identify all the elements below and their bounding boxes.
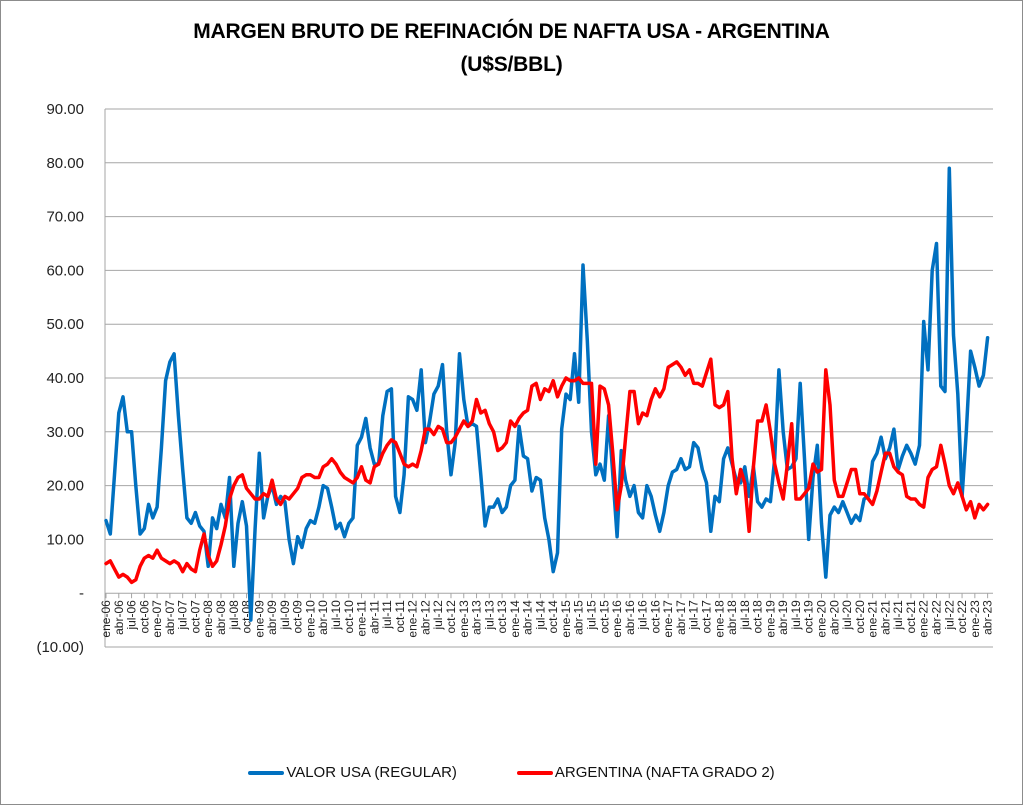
x-tick-label: oct-15 [597,600,611,634]
x-tick-label: jul-17 [687,600,701,631]
x-tick-label: jul-12 [431,600,445,631]
x-tick-label: jul-08 [227,600,241,631]
x-tick-label: jul-16 [636,600,650,631]
x-tick-label: ene-11 [355,600,369,637]
x-tick-label: abr-18 [725,600,739,635]
x-tick-label: ene-19 [763,600,777,638]
chart-subtitle: (U$S/BBL) [460,53,563,76]
chart-title: MARGEN BRUTO DE REFINACIÓN DE NAFTA USA … [193,20,830,43]
legend-label-usa: VALOR USA (REGULAR) [286,764,457,781]
legend-swatch-usa [248,770,285,775]
x-tick-label: abr-06 [112,600,126,635]
x-tick-label: jul-15 [585,600,599,631]
x-tick-label: oct-22 [955,600,969,634]
x-tick-label: jul-14 [533,600,547,631]
x-tick-label: ene-17 [661,600,675,638]
x-tick-label: abr-20 [827,600,841,635]
x-tick-label: abr-09 [265,600,279,635]
x-tick-label: oct-14 [546,600,560,634]
x-tick-label: oct-06 [137,600,151,634]
x-tick-label: abr-21 [878,600,892,635]
x-tick-label: oct-18 [751,600,765,634]
x-tick-label: jul-10 [329,600,343,631]
x-tick-label: jul-06 [125,600,139,631]
series-line-usa [104,166,990,622]
x-tick-label: abr-14 [521,600,535,635]
series-lines [104,166,990,622]
x-tick-label: jul-18 [738,600,752,631]
x-tick-label: abr-13 [470,600,484,635]
y-tick-label: 30.00 [46,424,84,441]
x-tick-label: ene-20 [815,600,829,638]
x-tick-label: ene-13 [457,600,471,638]
x-tick-label: ene-23 [968,600,982,638]
legend-item-argentina: ARGENTINA (NAFTA GRADO 2) [516,764,775,781]
x-tick-label: oct-09 [291,600,305,634]
x-tick-label: abr-16 [623,600,637,635]
x-tick-label: ene-06 [99,600,113,638]
x-tick-label: ene-10 [303,600,317,638]
x-tick-label: abr-11 [367,600,381,634]
x-tick-label: jul-07 [176,600,190,631]
x-tick-label: oct-10 [342,600,356,634]
x-tick-label: abr-10 [316,600,330,635]
legend-item-usa: VALOR USA (REGULAR) [248,764,457,781]
y-tick-label: 80.00 [46,155,84,172]
legend: VALOR USA (REGULAR) ARGENTINA (NAFTA GRA… [0,764,1023,781]
x-tick-label: abr-17 [674,600,688,635]
x-tick-label: ene-08 [201,600,215,638]
x-tick-label: ene-18 [712,600,726,638]
x-tick-label: jul-22 [942,600,956,631]
x-tick-label: abr-08 [214,600,228,635]
x-tick-label: jul-20 [840,600,854,631]
y-tick-label: - [79,585,84,602]
x-tick-label: oct-19 [802,600,816,634]
x-tick-label: abr-22 [930,600,944,635]
y-tick-label: (10.00) [36,639,84,656]
legend-label-argentina: ARGENTINA (NAFTA GRADO 2) [554,764,775,781]
x-tick-label: jul-21 [891,600,905,631]
y-tick-label: 90.00 [46,101,84,118]
y-tick-label: 10.00 [46,531,84,548]
x-tick-label: ene-14 [508,600,522,638]
y-tick-label: 70.00 [46,209,84,226]
x-tick-label: ene-22 [917,600,931,638]
x-tick-label: abr-12 [418,600,432,635]
x-tick-label: abr-23 [981,600,995,635]
x-tick-label: oct-12 [444,600,458,634]
gridlines [105,108,993,648]
x-tick-label: ene-09 [252,600,266,638]
x-tick-label: ene-12 [406,600,420,638]
x-axis: ene-06abr-06jul-06oct-06ene-07abr-07jul-… [99,109,995,647]
x-tick-label: oct-07 [188,600,202,634]
y-tick-label: 20.00 [46,478,84,495]
x-tick-label: oct-21 [904,600,918,634]
y-tick-label: 50.00 [46,316,84,333]
x-tick-label: ene-07 [150,600,164,638]
x-tick-label: jul-13 [482,600,496,631]
y-tick-label: 40.00 [46,370,84,387]
x-tick-label: jul-19 [789,600,803,631]
x-tick-label: abr-19 [776,600,790,635]
x-tick-label: ene-15 [559,600,573,638]
y-axis-ticks: (10.00) - 10.00 20.00 30.00 40.00 50.00 60.00 70… [36,101,84,656]
series-line-argentina [104,357,990,585]
y-tick-label: 60.00 [46,262,84,279]
x-tick-label: oct-13 [495,600,509,634]
x-tick-label: abr-15 [572,600,586,635]
x-tick-label: oct-17 [700,600,714,634]
x-tick-label: jul-09 [278,600,292,631]
x-tick-label: abr-07 [163,600,177,635]
x-tick-label: ene-16 [610,600,624,638]
x-tick-label: oct-20 [853,600,867,634]
x-tick-label: jul-11 [380,600,394,630]
legend-swatch-argentina [516,770,553,775]
x-tick-label: oct-11 [393,600,407,633]
x-tick-label: oct-16 [648,600,662,634]
x-tick-label: ene-21 [866,600,880,638]
